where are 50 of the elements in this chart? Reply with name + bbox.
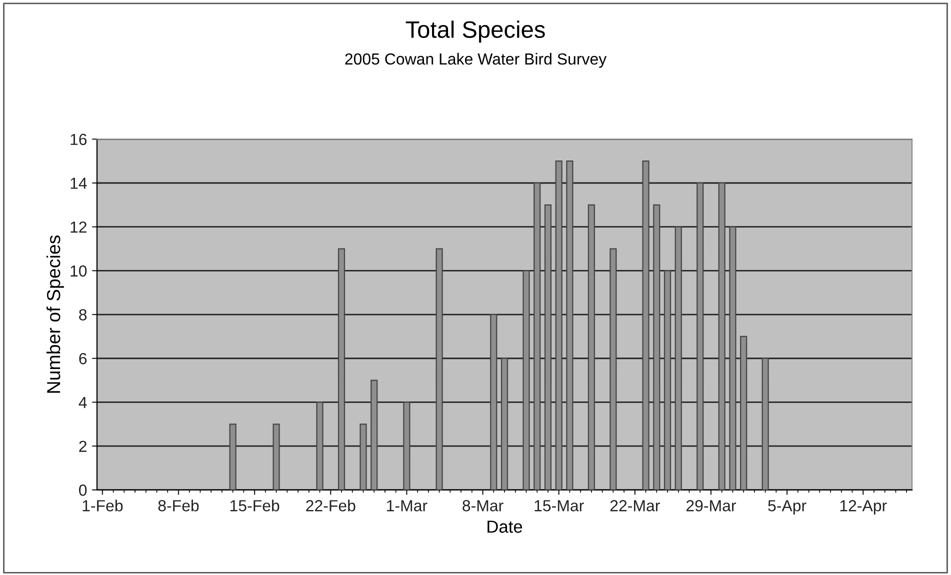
bar	[718, 182, 726, 490]
bar	[500, 358, 508, 490]
chart-title: Total Species	[406, 20, 545, 43]
y-tick-label: 14	[70, 178, 87, 189]
bar	[272, 424, 280, 490]
bar	[522, 270, 530, 490]
bar	[370, 380, 378, 490]
bar	[534, 182, 541, 490]
y-tick-label: 0	[79, 484, 87, 496]
bar	[229, 424, 236, 490]
bar	[642, 160, 650, 490]
bar	[610, 248, 617, 490]
y-axis-title: Number of Species	[46, 235, 64, 393]
x-axis-title: Date	[488, 520, 522, 533]
x-tick-label: 1-Mar	[387, 500, 428, 512]
x-tick-label: 5-Apr	[768, 500, 806, 515]
bar	[490, 314, 498, 490]
y-tick-label: 4	[78, 397, 87, 408]
x-tick-label: 8-Mar	[462, 500, 504, 512]
bar	[740, 336, 748, 490]
x-tick-label: 29-Mar	[686, 500, 736, 512]
bar	[544, 204, 552, 490]
bar	[555, 160, 562, 490]
bar	[403, 402, 410, 490]
chart-subtitle: 2005 Cowan Lake Water Bird Survey	[345, 52, 607, 68]
x-tick-label: 15-Feb	[230, 500, 280, 512]
y-tick-label: 12	[70, 221, 86, 233]
bar	[436, 248, 443, 490]
x-tick-label: 12-Apr	[840, 500, 887, 515]
bar	[653, 204, 660, 490]
y-tick-label: 2	[79, 440, 86, 452]
x-tick-label: 1-Feb	[82, 500, 123, 512]
x-tick-label: 22-Feb	[306, 500, 356, 512]
y-tick-label: 16	[70, 134, 87, 146]
bar	[674, 226, 682, 490]
y-tick-label: 6	[79, 353, 87, 364]
bar	[588, 204, 595, 490]
bar	[338, 248, 346, 490]
bar	[566, 160, 574, 490]
bar	[729, 226, 736, 490]
bar	[316, 402, 324, 490]
x-tick-label: 22-Mar	[610, 500, 660, 512]
x-tick-label: 8-Feb	[158, 500, 199, 512]
x-tick-label: 15-Mar	[534, 500, 584, 512]
bar	[664, 270, 672, 490]
bar	[762, 358, 769, 490]
y-tick-label: 8	[79, 309, 87, 320]
bar	[696, 182, 704, 490]
bar	[360, 424, 367, 490]
y-tick-label: 10	[70, 265, 87, 277]
